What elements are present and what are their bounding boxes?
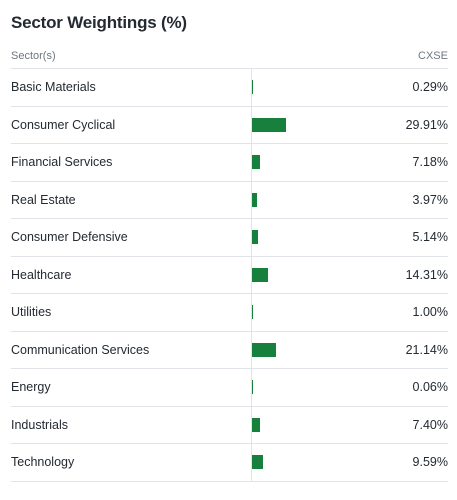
- bar-cell: [251, 106, 368, 143]
- sector-name: Consumer Cyclical: [11, 117, 116, 132]
- weight-bar: [252, 305, 254, 320]
- sector-value: 0.06%: [412, 380, 448, 395]
- sector-row: Industrials 7.40%: [11, 406, 448, 444]
- sector-name: Communication Services: [11, 342, 150, 357]
- sector-value: 21.14%: [405, 342, 448, 357]
- sector-value: 14.31%: [405, 267, 448, 282]
- sector-value: 1.00%: [412, 305, 448, 320]
- sector-row: Consumer Defensive 5.14%: [11, 219, 448, 257]
- sector-name: Industrials: [11, 417, 68, 432]
- sector-row: Energy 0.06%: [11, 369, 448, 407]
- sector-value: 29.91%: [405, 117, 448, 132]
- sector-value: 7.40%: [412, 417, 448, 432]
- weight-bar: [252, 267, 269, 282]
- weight-bar: [252, 117, 286, 132]
- sector-name: Real Estate: [11, 192, 76, 207]
- sector-value: 7.18%: [412, 155, 448, 170]
- sector-row: Utilities 1.00%: [11, 294, 448, 332]
- bar-cell: [251, 219, 368, 256]
- sector-name: Healthcare: [11, 267, 72, 282]
- sector-row: Healthcare 14.31%: [11, 256, 448, 294]
- sector-value: 9.59%: [412, 455, 448, 470]
- sector-column-header: Sector(s): [11, 50, 56, 62]
- weight-bar: [252, 230, 258, 245]
- sector-name: Basic Materials: [11, 80, 96, 95]
- sector-value: 5.14%: [412, 230, 448, 245]
- weight-bar: [252, 417, 261, 432]
- bar-cell: [251, 331, 368, 368]
- sector-name: Financial Services: [11, 155, 113, 170]
- sector-name: Technology: [11, 455, 75, 470]
- panel-title: Sector Weightings (%): [11, 13, 187, 32]
- sector-value: 3.97%: [412, 192, 448, 207]
- sector-row: Financial Services 7.18%: [11, 144, 448, 182]
- bar-cell: [251, 406, 368, 443]
- sector-row: Consumer Cyclical 29.91%: [11, 106, 448, 144]
- sector-name: Energy: [11, 380, 51, 395]
- fund-column-header: CXSE: [418, 50, 448, 62]
- sector-row: Communication Services 21.14%: [11, 331, 448, 369]
- sector-row: Basic Materials 0.29%: [11, 69, 448, 107]
- bar-cell: [251, 256, 368, 293]
- sector-value: 0.29%: [412, 80, 448, 95]
- bar-cell: [251, 144, 368, 181]
- sector-name: Consumer Defensive: [11, 230, 128, 245]
- sector-name: Utilities: [11, 305, 52, 320]
- bar-cell: [251, 181, 368, 218]
- table-header: Sector(s) CXSE: [11, 44, 448, 69]
- sector-row: Technology 9.59%: [11, 444, 448, 482]
- weight-bar: [252, 342, 276, 357]
- sector-list: Basic Materials 0.29% Consumer Cyclical …: [11, 69, 448, 482]
- weight-bar: [252, 455, 263, 470]
- sector-row: Real Estate 3.97%: [11, 181, 448, 219]
- weight-bar: [252, 155, 261, 170]
- bar-cell: [251, 294, 368, 331]
- bar-cell: [251, 369, 368, 406]
- weight-bar: [252, 192, 257, 207]
- bar-cell: [251, 69, 368, 106]
- bar-cell: [251, 444, 368, 481]
